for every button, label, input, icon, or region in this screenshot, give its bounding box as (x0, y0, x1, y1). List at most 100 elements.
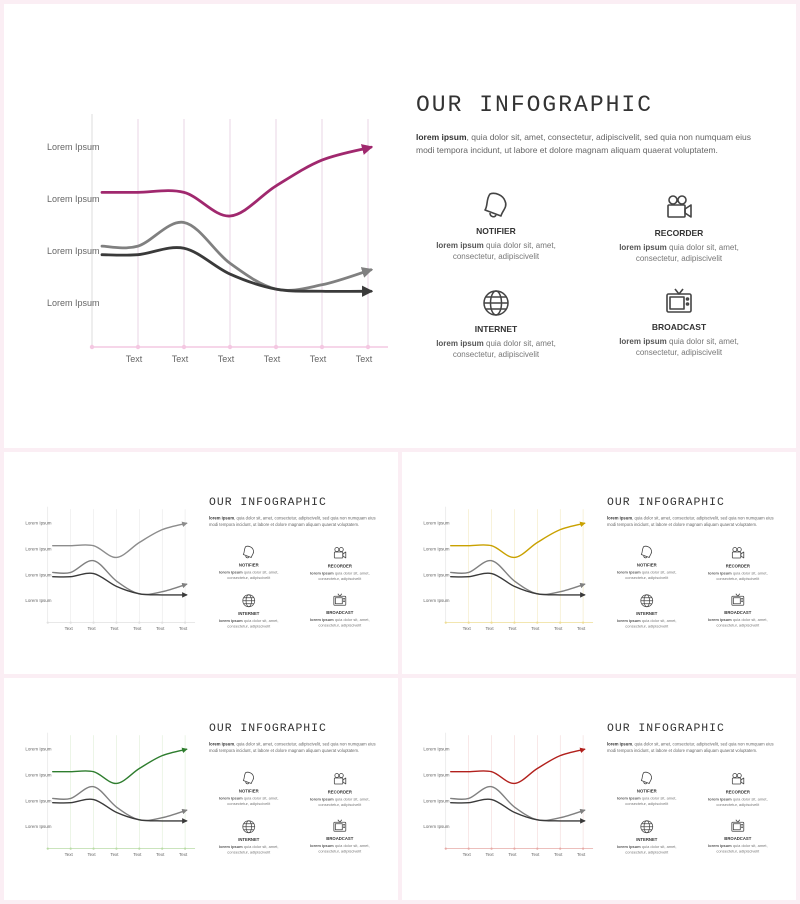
x-axis-tick (69, 847, 72, 850)
x-axis-tick (536, 847, 539, 850)
slide-variant-gray: Lorem Ipsum Lorem Ipsum Lorem Ipsum Lore… (4, 452, 398, 674)
slide-description: lorem ipsum, quia dolor sit, amet, conse… (606, 741, 774, 754)
feature-description: lorem ipsum quia dolor sit, amet, consec… (436, 241, 556, 261)
bell-icon (241, 545, 256, 560)
tv-icon (730, 592, 745, 607)
feature-description: lorem ipsum quia dolor sit, amet, consec… (436, 339, 556, 359)
x-axis-label: Text (178, 626, 188, 632)
y-axis-label: Lorem Ipsum (25, 824, 52, 830)
globe-icon (481, 288, 511, 318)
feature-description: lorem ipsum quia dolor sit, amet, consec… (310, 796, 370, 807)
slide-description: lorem ipsum, quia dolor sit, amet, conse… (606, 515, 774, 528)
feature-description: lorem ipsum quia dolor sit, amet, consec… (310, 570, 370, 581)
globe-icon (639, 593, 654, 608)
feature-title: NOTIFIER (636, 562, 657, 568)
x-axis-tick (69, 621, 72, 624)
x-axis-tick (115, 847, 118, 850)
x-axis-label: Text (217, 354, 235, 364)
line-chart (89, 114, 388, 350)
feature-description: lorem ipsum quia dolor sit, amet, consec… (617, 795, 677, 806)
series-line (450, 747, 586, 785)
series-line (450, 785, 586, 822)
series-line (52, 798, 188, 824)
slide-description: lorem ipsum, quia dolor sit, amet, conse… (208, 515, 376, 528)
video-camera-icon (332, 546, 347, 561)
feature-recorder: RECORDER lorem ipsum quia dolor sit, ame… (303, 546, 378, 582)
x-axis-tick (92, 847, 95, 850)
x-axis-tick (559, 621, 562, 624)
bell-icon (241, 771, 256, 786)
x-axis-tick (513, 621, 516, 624)
y-axis-label: Lorem Ipsum (47, 142, 100, 152)
feature-broadcast: BROADCAST lorem ipsum quia dolor sit, am… (701, 592, 776, 628)
video-camera-icon (730, 772, 745, 787)
x-axis-tick (227, 344, 233, 350)
y-axis-label: Lorem Ipsum (423, 798, 450, 804)
slide-title: OUR INFOGRAPHIC (606, 721, 725, 735)
feature-internet: INTERNET lorem ipsum quia dolor sit, ame… (609, 593, 684, 629)
y-axis-label: Lorem Ipsum (25, 598, 52, 604)
feature-title: RECORDER (654, 228, 704, 238)
series-line (100, 144, 374, 218)
x-axis-label: Text (554, 626, 563, 632)
series-line (52, 559, 188, 596)
x-axis-tick (115, 621, 118, 624)
x-axis-label: Text (110, 626, 119, 632)
slide-content: Lorem Ipsum Lorem Ipsum Lorem Ipsum Lore… (4, 452, 398, 673)
slide-title: OUR INFOGRAPHIC (606, 495, 725, 509)
feature-description: lorem ipsum quia dolor sit, amet, consec… (617, 618, 677, 629)
feature-title: INTERNET (238, 611, 260, 617)
feature-description: lorem ipsum quia dolor sit, amet, consec… (617, 569, 677, 580)
x-axis-label: Text (462, 852, 471, 858)
feature-internet: INTERNET lorem ipsum quia dolor sit, ame… (421, 288, 571, 360)
x-axis-label: Text (64, 852, 73, 858)
feature-title: BROADCAST (724, 836, 752, 842)
tv-icon (332, 592, 347, 607)
y-axis-label: Lorem Ipsum (25, 798, 52, 804)
feature-internet: INTERNET lorem ipsum quia dolor sit, ame… (211, 819, 286, 855)
x-axis-tick (135, 344, 141, 350)
feature-broadcast: BROADCAST lorem ipsum quia dolor sit, am… (701, 818, 776, 854)
x-axis-tick (92, 621, 95, 624)
x-axis-tick (365, 344, 371, 350)
series-line (52, 747, 188, 785)
bell-icon (639, 771, 654, 786)
feature-broadcast: BROADCAST lorem ipsum quia dolor sit, am… (303, 818, 378, 854)
series-line (450, 798, 586, 824)
series-line (450, 559, 586, 596)
video-camera-icon (332, 772, 347, 787)
line-chart (46, 732, 196, 850)
feature-description: lorem ipsum quia dolor sit, amet, consec… (219, 569, 279, 580)
globe-icon (241, 819, 256, 834)
x-axis-tick (444, 847, 447, 850)
x-axis-label: Text (87, 626, 96, 632)
feature-description: lorem ipsum quia dolor sit, amet, consec… (310, 617, 370, 628)
feature-title: RECORDER (725, 563, 750, 569)
y-axis-label: Lorem Ipsum (25, 572, 52, 578)
feature-internet: INTERNET lorem ipsum quia dolor sit, ame… (609, 819, 684, 855)
x-axis-tick (89, 344, 95, 350)
x-axis-label: Text (576, 852, 586, 858)
x-axis-tick (581, 847, 585, 850)
feature-broadcast: BROADCAST lorem ipsum quia dolor sit, am… (303, 592, 378, 628)
globe-icon (639, 819, 654, 834)
x-axis-label: Text (485, 626, 494, 632)
series-line (52, 521, 188, 559)
video-camera-icon (730, 546, 745, 561)
line-chart (444, 506, 594, 624)
x-axis-tick (46, 621, 49, 624)
feature-recorder: RECORDER lorem ipsum quia dolor sit, ame… (303, 772, 378, 808)
feature-description: lorem ipsum quia dolor sit, amet, consec… (708, 617, 768, 628)
y-axis-label: Lorem Ipsum (423, 824, 450, 830)
x-axis-label: Text (133, 626, 142, 632)
feature-notifier: NOTIFIER lorem ipsum quia dolor sit, ame… (609, 771, 684, 807)
slide-description: lorem ipsum, quia dolor sit, amet, conse… (208, 741, 376, 754)
x-axis-label: Text (64, 626, 73, 632)
x-axis-tick (319, 344, 325, 350)
x-axis-tick (490, 621, 493, 624)
feature-title: NOTIFIER (238, 562, 259, 568)
feature-title: BROADCAST (326, 610, 354, 616)
series-line (450, 521, 586, 559)
y-axis-label: Lorem Ipsum (423, 520, 450, 526)
y-axis-label: Lorem Ipsum (25, 772, 52, 778)
